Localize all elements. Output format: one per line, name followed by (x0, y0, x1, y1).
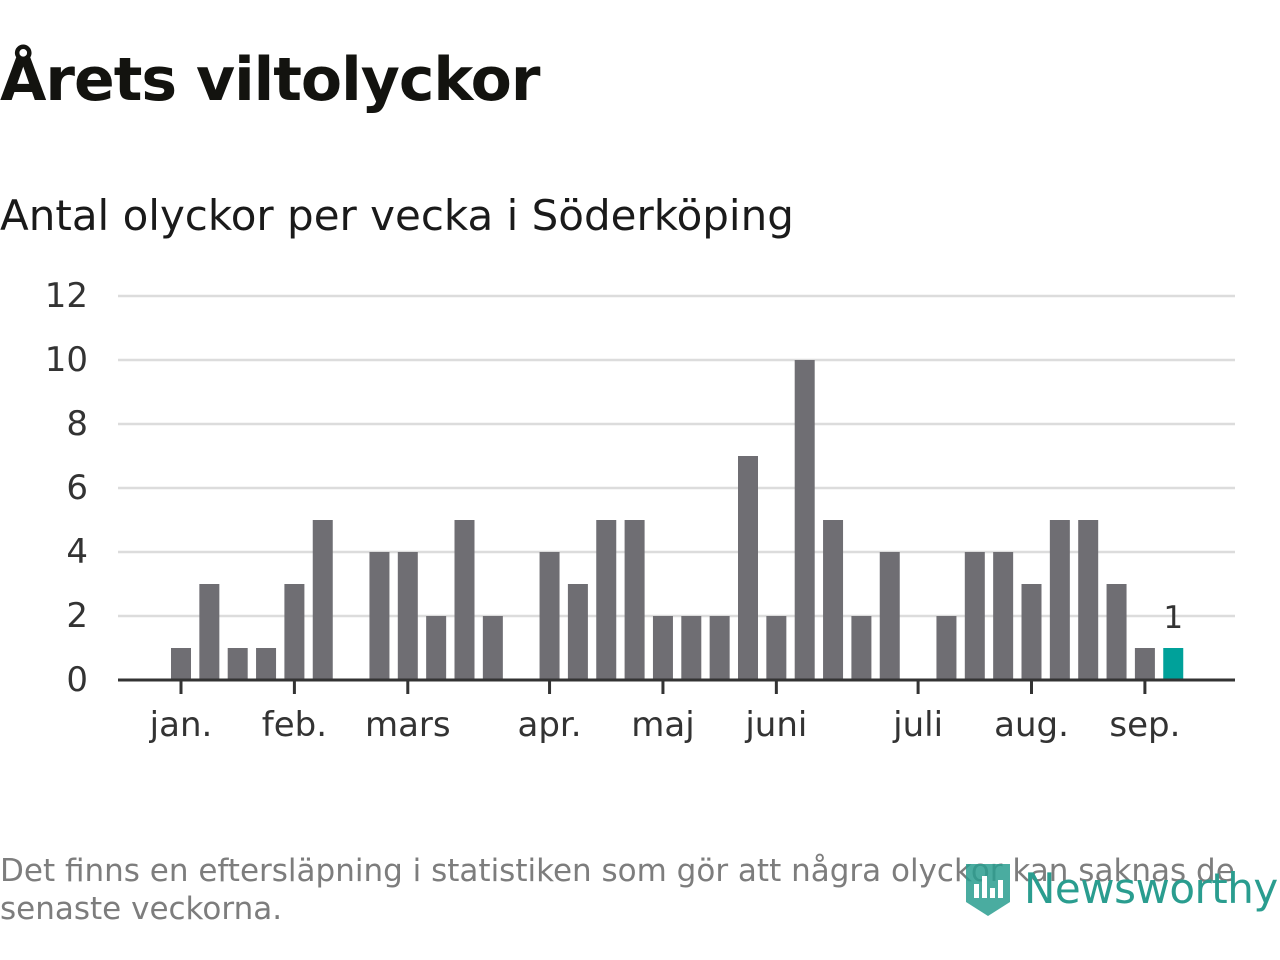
data-labels: 1 (1163, 600, 1183, 636)
x-tick-label: jan. (149, 705, 213, 745)
y-tick-label: 0 (66, 660, 88, 700)
bar (964, 552, 985, 680)
bar (1021, 584, 1042, 680)
x-axis-ticks: jan. feb. mars apr. maj juni juli aug. sep. (149, 680, 1180, 745)
bar (766, 616, 787, 680)
x-tick-label: feb. (262, 705, 327, 745)
x-tick-label: aug. (994, 705, 1069, 745)
brand-name: Newsworthy (1024, 863, 1278, 913)
chart-subtitle: Antal olyckor per vecka i Söderköping (0, 191, 794, 240)
bar (312, 520, 333, 680)
bar (1049, 520, 1070, 680)
bar (539, 552, 560, 680)
x-tick-label: sep. (1109, 705, 1180, 745)
bar (1078, 520, 1099, 680)
newsworthy-logo: Newsworthy (962, 858, 1278, 918)
bar (284, 584, 305, 680)
bar (397, 552, 418, 680)
bar (1106, 584, 1127, 680)
y-axis-ticks: 0 2 4 6 8 10 12 (45, 276, 88, 700)
bar (256, 648, 277, 680)
bar (171, 648, 191, 680)
x-tick-label: juli (892, 705, 943, 745)
footnote: Det finns en eftersläpning i statistiken… (0, 853, 1235, 927)
chart-title: Årets viltolyckor (0, 45, 540, 115)
bar (369, 552, 390, 680)
x-tick-label: juni (744, 705, 807, 745)
bar-highlight (1163, 648, 1184, 680)
data-label: 1 (1163, 600, 1183, 636)
bar (851, 616, 872, 680)
bar (596, 520, 617, 680)
bar (738, 456, 758, 680)
bar (454, 520, 475, 680)
bar (936, 616, 957, 680)
grid-lines (118, 294, 1235, 618)
bars (171, 360, 1184, 680)
bar (823, 520, 844, 680)
bar (624, 520, 645, 680)
bar-chart: 0 2 4 6 8 10 12 jan. feb. mars apr. maj juni juli aug… (45, 276, 1235, 745)
bar (879, 552, 900, 680)
y-tick-label: 4 (66, 532, 88, 572)
bar (199, 584, 220, 680)
bar (567, 584, 588, 680)
bar (709, 616, 730, 680)
bar (652, 616, 673, 680)
bar (993, 552, 1014, 680)
newsworthy-logo-icon (966, 864, 1010, 916)
bar (681, 616, 702, 680)
bar (794, 360, 815, 680)
y-tick-label: 8 (66, 404, 88, 444)
y-tick-label: 6 (66, 468, 88, 508)
x-tick-label: maj (631, 705, 694, 745)
bar (227, 648, 248, 680)
x-tick-label: apr. (518, 705, 582, 745)
y-tick-label: 10 (45, 340, 88, 380)
y-tick-label: 12 (45, 276, 88, 316)
bar (426, 616, 447, 680)
y-tick-label: 2 (66, 596, 88, 636)
bar (482, 616, 503, 680)
x-tick-label: mars (365, 705, 451, 745)
bar (1134, 648, 1155, 680)
